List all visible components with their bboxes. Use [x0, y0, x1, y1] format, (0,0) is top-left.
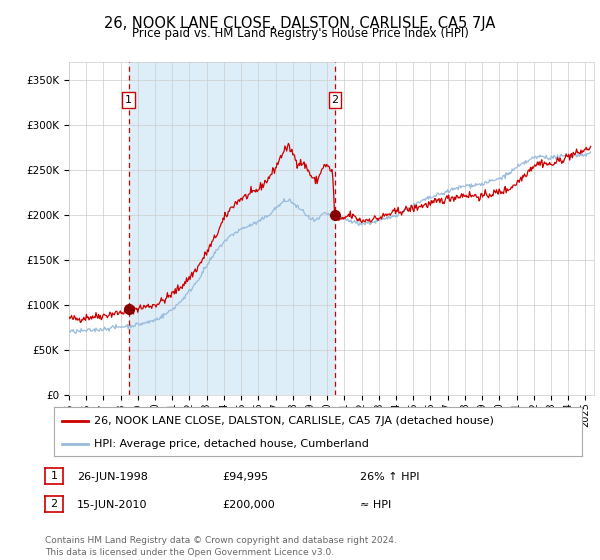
Text: 1: 1 — [125, 95, 132, 105]
Text: 26-JUN-1998: 26-JUN-1998 — [77, 472, 148, 482]
Text: 2: 2 — [331, 95, 338, 105]
Text: ≈ HPI: ≈ HPI — [360, 500, 391, 510]
Text: HPI: Average price, detached house, Cumberland: HPI: Average price, detached house, Cumb… — [94, 439, 368, 449]
Text: £200,000: £200,000 — [222, 500, 275, 510]
Text: Price paid vs. HM Land Registry's House Price Index (HPI): Price paid vs. HM Land Registry's House … — [131, 27, 469, 40]
Text: 26% ↑ HPI: 26% ↑ HPI — [360, 472, 419, 482]
Text: 15-JUN-2010: 15-JUN-2010 — [77, 500, 148, 510]
Text: £94,995: £94,995 — [222, 472, 268, 482]
Text: Contains HM Land Registry data © Crown copyright and database right 2024.
This d: Contains HM Land Registry data © Crown c… — [45, 536, 397, 557]
Text: 26, NOOK LANE CLOSE, DALSTON, CARLISLE, CA5 7JA: 26, NOOK LANE CLOSE, DALSTON, CARLISLE, … — [104, 16, 496, 31]
Text: 1: 1 — [50, 471, 58, 481]
Text: 2: 2 — [50, 499, 58, 509]
Text: 26, NOOK LANE CLOSE, DALSTON, CARLISLE, CA5 7JA (detached house): 26, NOOK LANE CLOSE, DALSTON, CARLISLE, … — [94, 416, 493, 426]
Bar — [129, 62, 335, 395]
